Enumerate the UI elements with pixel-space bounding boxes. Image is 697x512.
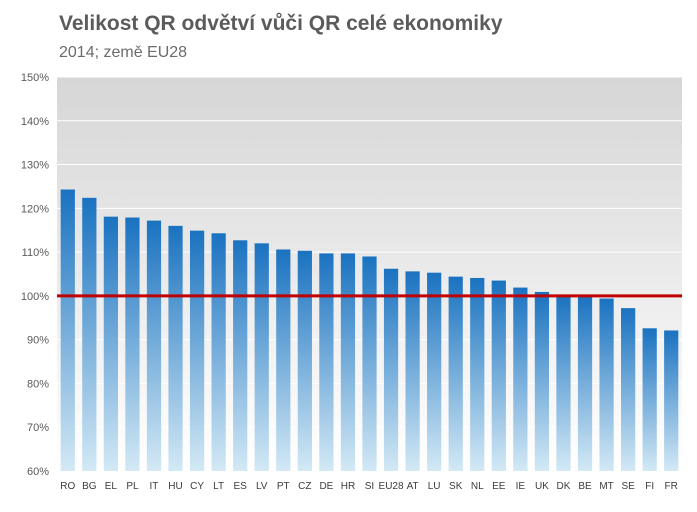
- bar-ie: [513, 287, 528, 471]
- x-tick-label: LT: [213, 481, 224, 492]
- bars: [60, 189, 679, 471]
- bar-bg: [82, 197, 97, 471]
- x-tick-label: RO: [60, 481, 75, 492]
- bar-ee: [491, 280, 506, 471]
- x-tick-label: FI: [645, 481, 654, 492]
- x-tick-label: AT: [407, 481, 419, 492]
- bar-es: [233, 240, 248, 471]
- y-tick-label: 100%: [21, 291, 49, 303]
- x-tick-label: DE: [319, 481, 333, 492]
- x-tick-label: HU: [168, 481, 182, 492]
- y-tick-label: 130%: [21, 160, 49, 172]
- x-tick-label: ES: [234, 481, 248, 492]
- x-tick-label: CZ: [298, 481, 311, 492]
- bar-cy: [189, 230, 205, 471]
- x-tick-label: NL: [471, 481, 484, 492]
- x-tick-label: SK: [449, 481, 463, 492]
- chart-subtitle: 2014; země EU28: [59, 44, 188, 61]
- bar-fr: [664, 330, 679, 471]
- x-tick-label: IT: [150, 481, 159, 492]
- bar-pl: [125, 217, 140, 471]
- x-tick-label: FR: [665, 481, 678, 492]
- y-axis-ticks: 60% 70% 80% 90% 100% 110% 120% 130% 140% 150%: [21, 72, 49, 478]
- y-tick-label: 110%: [22, 247, 50, 259]
- x-tick-label: PT: [277, 481, 290, 492]
- bar-nl: [470, 277, 485, 471]
- y-tick-label: 120%: [21, 203, 49, 215]
- bar-el: [103, 216, 118, 471]
- x-tick-label: LV: [256, 481, 268, 492]
- y-tick-label: 60%: [27, 466, 49, 478]
- bar-fi: [642, 328, 657, 471]
- x-tick-label: PL: [126, 481, 139, 492]
- x-tick-label: EL: [105, 481, 118, 492]
- bar-eu28: [383, 268, 399, 471]
- bar-pt: [276, 249, 291, 471]
- bar-de: [319, 253, 334, 471]
- x-tick-label: LU: [428, 481, 441, 492]
- x-tick-label: IE: [516, 481, 526, 492]
- x-tick-label: SE: [621, 481, 635, 492]
- bar-uk: [534, 291, 550, 471]
- bar-lu: [427, 272, 442, 471]
- x-tick-label: HR: [341, 481, 355, 492]
- x-tick-label: MT: [599, 481, 613, 492]
- bar-ro: [60, 189, 75, 471]
- bar-si: [362, 256, 377, 471]
- x-tick-label: BG: [82, 481, 97, 492]
- x-tick-label: CY: [190, 481, 204, 492]
- bar-sk: [448, 276, 463, 471]
- y-tick-label: 150%: [21, 72, 49, 84]
- bar-mt: [599, 298, 614, 471]
- bar-se: [621, 308, 636, 471]
- x-tick-label: BE: [578, 481, 592, 492]
- y-tick-label: 80%: [27, 378, 49, 390]
- bar-dk: [556, 295, 571, 471]
- x-tick-label: EE: [492, 481, 506, 492]
- bar-hr: [340, 253, 356, 471]
- bar-at: [405, 271, 420, 471]
- y-tick-label: 90%: [27, 335, 49, 347]
- x-tick-label: DK: [557, 481, 571, 492]
- bar-cz: [297, 250, 312, 471]
- bar-hu: [168, 225, 183, 471]
- y-tick-label: 70%: [27, 422, 49, 434]
- bar-lt: [211, 233, 226, 471]
- x-tick-label: SI: [365, 481, 374, 492]
- chart-title: Velikost QR odvětví vůči QR celé ekonomi…: [59, 12, 503, 35]
- bar-it: [146, 220, 162, 471]
- bar-be: [577, 295, 593, 471]
- bar-lv: [254, 243, 269, 471]
- x-axis-labels: RO BG EL PL IT HU CY LT ES LV PT CZ DE HR SI EU28 AT LU SK…: [60, 481, 678, 492]
- x-tick-label: EU28: [379, 481, 404, 492]
- x-tick-label: UK: [535, 481, 549, 492]
- y-tick-label: 140%: [21, 116, 49, 128]
